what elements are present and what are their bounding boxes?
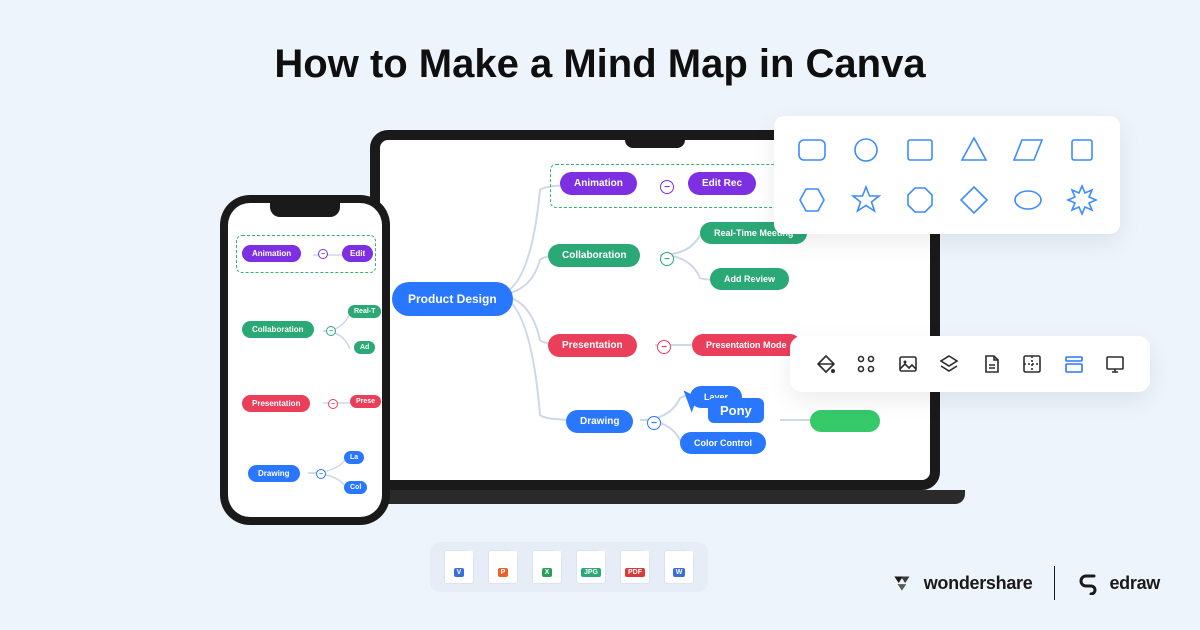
document-icon[interactable] [980, 353, 1002, 375]
phone-node-collab-c1[interactable]: Real-T [348, 305, 381, 318]
shape-rounded-rect[interactable] [792, 132, 832, 168]
edraw-logo: edraw [1077, 571, 1160, 595]
format-v[interactable]: V [444, 550, 474, 584]
phone-node-collab-c2[interactable]: Ad [354, 341, 375, 354]
format-pdf[interactable]: PDF [620, 550, 650, 584]
brand-divider [1054, 566, 1055, 600]
grid-icon[interactable] [855, 353, 877, 375]
shape-hexagon[interactable] [792, 182, 832, 218]
expand-icon[interactable]: − [316, 469, 326, 479]
shape-square[interactable] [1062, 132, 1102, 168]
expand-icon[interactable]: − [647, 416, 661, 430]
expand-icon[interactable]: − [328, 399, 338, 409]
layers-icon[interactable] [938, 353, 960, 375]
shapes-panel[interactable] [774, 116, 1120, 234]
cursor-icon [680, 388, 708, 416]
phone-node-collab[interactable]: Collaboration [242, 321, 314, 338]
phone-node-drawing[interactable]: Drawing [248, 465, 300, 482]
shape-diamond[interactable] [954, 182, 994, 218]
expand-icon[interactable]: − [318, 249, 328, 259]
expand-icon[interactable]: − [660, 252, 674, 266]
node-root[interactable]: Product Design [392, 282, 513, 316]
shape-triangle[interactable] [954, 132, 994, 168]
node-green-extra[interactable] [810, 410, 880, 432]
format-p[interactable]: P [488, 550, 518, 584]
expand-icon[interactable]: − [326, 326, 336, 336]
image-icon[interactable] [897, 353, 919, 375]
cursor-tooltip: Pony [708, 398, 764, 423]
brand-logos: wondershare edraw [890, 566, 1160, 600]
node-presentation-child[interactable]: Presentation Mode [692, 334, 801, 356]
format-w[interactable]: W [664, 550, 694, 584]
node-drawing-child2[interactable]: Color Control [680, 432, 766, 454]
phone-device: Animation − Edit Collaboration − Real-T … [220, 195, 390, 525]
phone-node-animation[interactable]: Animation [242, 245, 301, 262]
phone-node-present-c[interactable]: Prese [350, 395, 381, 408]
formats-bar: VPX JPG PDF W [430, 542, 708, 592]
shape-rect[interactable] [900, 132, 940, 168]
node-presentation[interactable]: Presentation [548, 334, 637, 357]
node-collab-child2[interactable]: Add Review [710, 268, 789, 290]
shape-burst[interactable] [1062, 182, 1102, 218]
shape-star[interactable] [846, 182, 886, 218]
node-animation[interactable]: Animation [560, 172, 637, 195]
shape-parallelogram[interactable] [1008, 132, 1048, 168]
shape-octagon-badge[interactable] [900, 182, 940, 218]
format-jpg[interactable]: JPG [576, 550, 606, 584]
laptop-notch [625, 138, 685, 148]
toolbar-panel[interactable] [790, 336, 1150, 392]
phone-node-draw-c2[interactable]: Col [344, 481, 367, 494]
page-title: How to Make a Mind Map in Canva [0, 0, 1200, 87]
expand-icon[interactable]: − [657, 340, 671, 354]
node-animation-child[interactable]: Edit Rec [688, 172, 756, 195]
format-x[interactable]: X [532, 550, 562, 584]
layout-icon[interactable] [1063, 353, 1085, 375]
phone-node-anim-child[interactable]: Edit [342, 245, 373, 262]
node-drawing[interactable]: Drawing [566, 410, 633, 433]
phone-screen: Animation − Edit Collaboration − Real-T … [228, 203, 382, 517]
shape-ellipse[interactable] [1008, 182, 1048, 218]
expand-icon[interactable]: − [660, 180, 674, 194]
shape-circle[interactable] [846, 132, 886, 168]
presentation-icon[interactable] [1104, 353, 1126, 375]
export-icon[interactable] [1021, 353, 1043, 375]
phone-node-draw-c1[interactable]: La [344, 451, 364, 464]
phone-node-present[interactable]: Presentation [242, 395, 310, 412]
phone-notch [270, 203, 340, 217]
fill-icon[interactable] [814, 353, 836, 375]
node-collaboration[interactable]: Collaboration [548, 244, 640, 267]
wondershare-logo: wondershare [890, 570, 1033, 596]
laptop-base [345, 490, 965, 504]
